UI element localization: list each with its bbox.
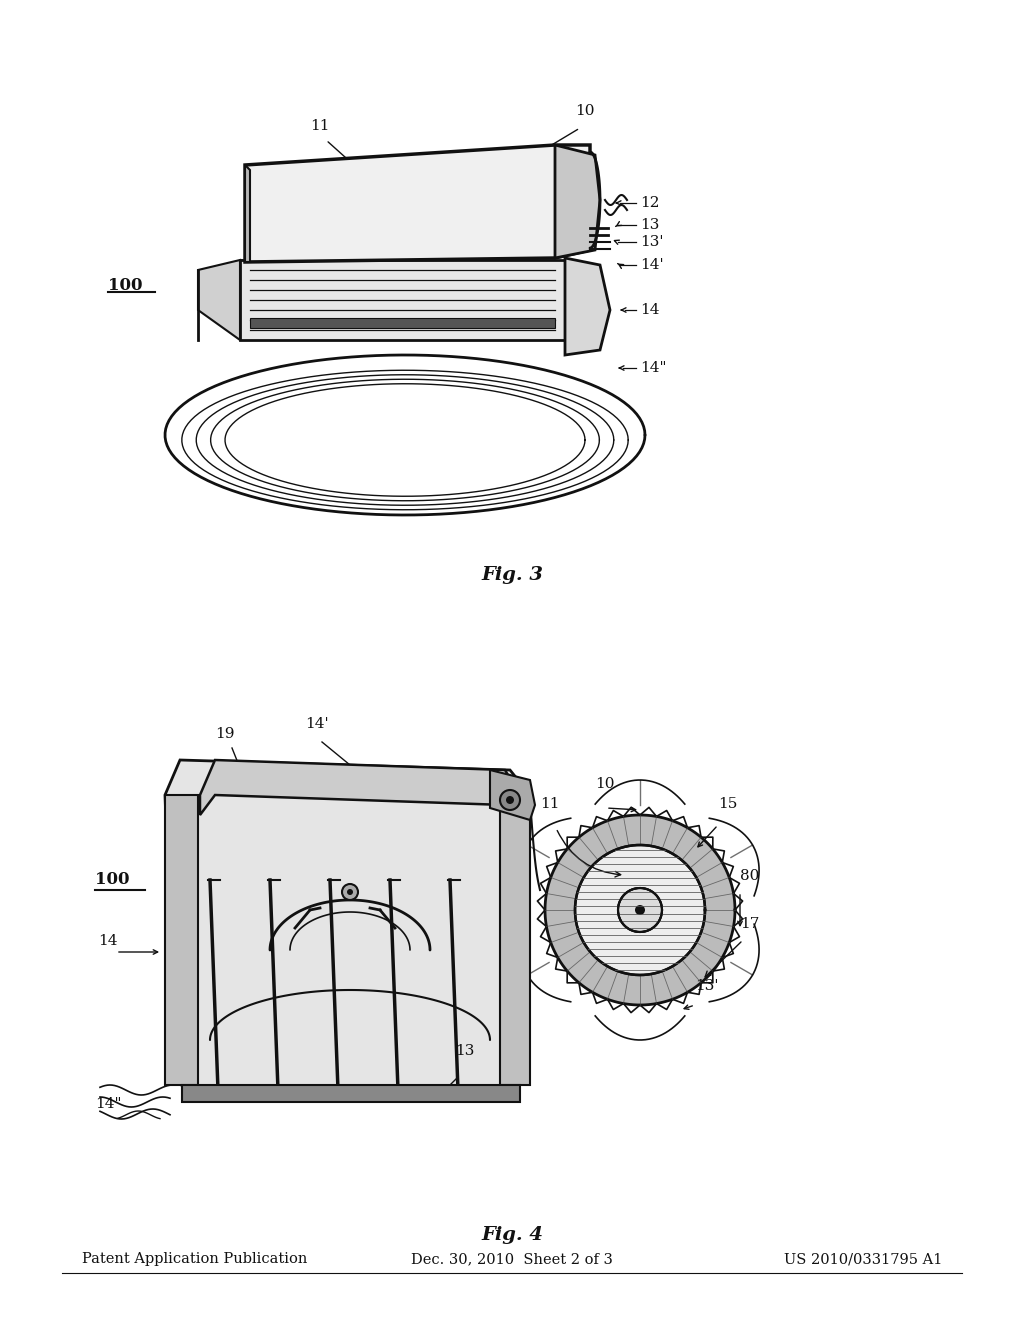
- Polygon shape: [245, 145, 590, 261]
- Text: 100: 100: [108, 276, 142, 293]
- Polygon shape: [182, 1085, 520, 1102]
- Text: 13': 13': [695, 979, 719, 993]
- Polygon shape: [200, 760, 520, 814]
- Text: 14': 14': [305, 717, 329, 731]
- Text: 10: 10: [595, 777, 614, 791]
- Polygon shape: [240, 260, 565, 341]
- Text: 10: 10: [575, 104, 595, 117]
- Text: 19: 19: [215, 727, 234, 741]
- Text: 15: 15: [718, 797, 737, 810]
- Text: US 2010/0331795 A1: US 2010/0331795 A1: [783, 1253, 942, 1266]
- Text: 14: 14: [98, 935, 118, 948]
- Text: 14: 14: [640, 304, 659, 317]
- Text: 11: 11: [540, 797, 559, 810]
- Text: 12: 12: [640, 195, 659, 210]
- Circle shape: [342, 884, 358, 900]
- Polygon shape: [245, 165, 250, 261]
- Text: 14': 14': [640, 257, 664, 272]
- Circle shape: [347, 888, 353, 895]
- Circle shape: [618, 888, 662, 932]
- Polygon shape: [490, 770, 535, 820]
- Text: Fig. 4: Fig. 4: [481, 1226, 543, 1243]
- Text: Fig. 3: Fig. 3: [481, 566, 543, 583]
- Text: 13: 13: [640, 218, 659, 232]
- Polygon shape: [250, 318, 555, 327]
- Polygon shape: [165, 795, 198, 1085]
- Circle shape: [575, 845, 705, 975]
- Text: 11: 11: [310, 119, 330, 133]
- Text: 100: 100: [95, 871, 129, 888]
- Text: 14": 14": [95, 1097, 122, 1111]
- Text: 14": 14": [640, 360, 667, 375]
- Polygon shape: [500, 795, 530, 1085]
- Text: 13': 13': [640, 235, 664, 249]
- Text: 13: 13: [455, 1044, 474, 1059]
- Polygon shape: [555, 145, 600, 257]
- Polygon shape: [165, 760, 530, 1100]
- Text: 20: 20: [510, 1053, 529, 1068]
- Text: 80: 80: [740, 869, 760, 883]
- Circle shape: [506, 796, 514, 804]
- Circle shape: [500, 789, 520, 810]
- Polygon shape: [565, 257, 610, 355]
- Polygon shape: [198, 260, 240, 341]
- Text: Patent Application Publication: Patent Application Publication: [82, 1253, 307, 1266]
- Circle shape: [635, 906, 645, 915]
- Text: Dec. 30, 2010  Sheet 2 of 3: Dec. 30, 2010 Sheet 2 of 3: [411, 1253, 613, 1266]
- Text: 17: 17: [740, 917, 760, 931]
